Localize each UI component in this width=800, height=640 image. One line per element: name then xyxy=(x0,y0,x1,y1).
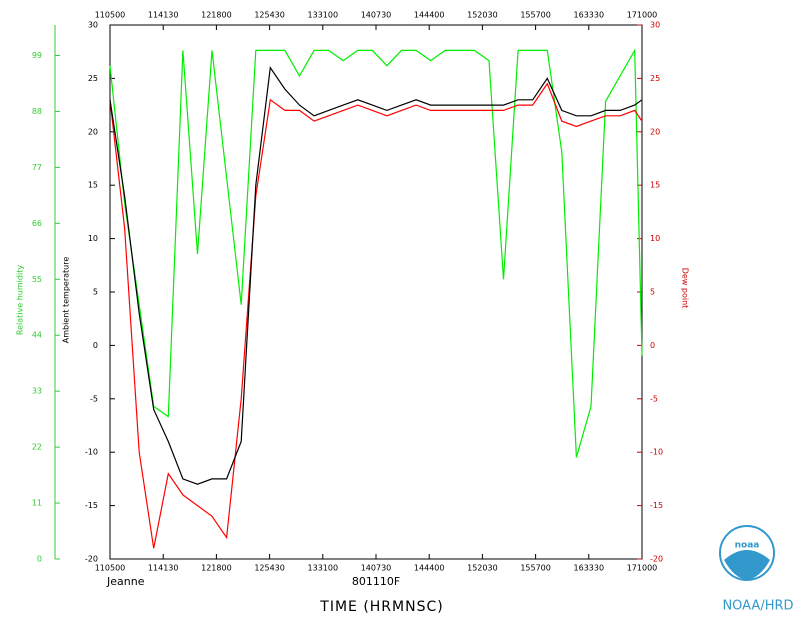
logo-text: noaa xyxy=(735,541,760,551)
credit: NOAA/HRD xyxy=(722,599,793,614)
y3-tick-label: -15 xyxy=(650,501,663,510)
x-tick-label: 133100 xyxy=(308,564,339,573)
x-tick-label: 152030 xyxy=(467,564,498,573)
y3-tick-label: 15 xyxy=(650,181,660,190)
y2-tick-label: 99 xyxy=(32,51,42,60)
y-tick-label: 20 xyxy=(88,127,98,136)
y-tick-label: 30 xyxy=(88,21,98,30)
x-tick-label-top: 152030 xyxy=(467,11,498,20)
x-tick-label-top: 110500 xyxy=(95,11,126,20)
x-tick-label-top: 163330 xyxy=(574,11,605,20)
y3-tick-label: 5 xyxy=(650,288,655,297)
flight-id: 801110F xyxy=(352,575,400,588)
x-tick-label-top: 125430 xyxy=(254,11,285,20)
y-tick-label: -10 xyxy=(85,448,98,457)
y2-tick-label: 0 xyxy=(37,555,42,564)
y-tick-label: 15 xyxy=(88,181,98,190)
y-tick-label: -5 xyxy=(90,394,98,403)
x-tick-label-top: 121800 xyxy=(201,11,232,20)
x-tick-label: 125430 xyxy=(254,564,285,573)
y2-tick-label: 66 xyxy=(32,219,42,228)
x-tick-label: 163330 xyxy=(574,564,605,573)
x-tick-label: 140730 xyxy=(361,564,392,573)
y3-tick-label: -10 xyxy=(650,448,663,457)
y2-tick-label: 88 xyxy=(32,107,42,116)
y3-tick-label: -20 xyxy=(650,555,663,564)
y-tick-label: -15 xyxy=(85,501,98,510)
x-tick-label-top: 171000 xyxy=(627,11,658,20)
y-tick-label: -20 xyxy=(85,555,98,564)
y2-tick-label: 44 xyxy=(32,331,42,340)
y-axis-label: Ambient temperature xyxy=(62,257,71,344)
noaa-logo: noaa xyxy=(719,525,775,581)
y3-tick-label: 0 xyxy=(650,341,655,350)
x-tick-label: 110500 xyxy=(95,564,126,573)
series-line xyxy=(109,66,643,485)
y-tick-label: 10 xyxy=(88,234,98,243)
y3-tick-label: 30 xyxy=(650,21,660,30)
x-tick-label: 171000 xyxy=(627,564,658,573)
x-tick-label: 155700 xyxy=(520,564,551,573)
x-tick-label: 144400 xyxy=(414,564,445,573)
y3-tick-label: 20 xyxy=(650,127,660,136)
y2-tick-label: 55 xyxy=(32,275,42,284)
y2-tick-label: 33 xyxy=(32,387,42,396)
y2-axis-label: Relative humidity xyxy=(16,265,25,335)
y2-tick-label: 77 xyxy=(32,163,42,172)
plot-frame xyxy=(109,24,643,560)
y3-axis-label: Dew point xyxy=(681,268,690,309)
x-tick-label-top: 114130 xyxy=(148,11,179,20)
x-tick-label-top: 140730 xyxy=(361,11,392,20)
y3-tick-label: 10 xyxy=(650,234,660,243)
x-tick-label-top: 133100 xyxy=(308,11,339,20)
y-tick-label: 0 xyxy=(93,341,98,350)
x-tick-label: 121800 xyxy=(201,564,232,573)
series-line xyxy=(109,82,643,549)
y-tick-label: 5 xyxy=(93,288,98,297)
x-tick-label-top: 155700 xyxy=(520,11,551,20)
x-axis-label: TIME (HRMNSC) xyxy=(319,599,443,615)
series-line xyxy=(109,48,643,458)
x-tick-label-top: 144400 xyxy=(414,11,445,20)
storm-name: Jeanne xyxy=(106,575,145,588)
y-tick-label: 25 xyxy=(88,74,98,83)
y2-tick-label: 22 xyxy=(32,443,42,452)
y2-tick-label: 11 xyxy=(32,499,42,508)
x-tick-label: 114130 xyxy=(148,564,179,573)
y3-tick-label: 25 xyxy=(650,74,660,83)
y3-tick-label: -5 xyxy=(650,394,658,403)
